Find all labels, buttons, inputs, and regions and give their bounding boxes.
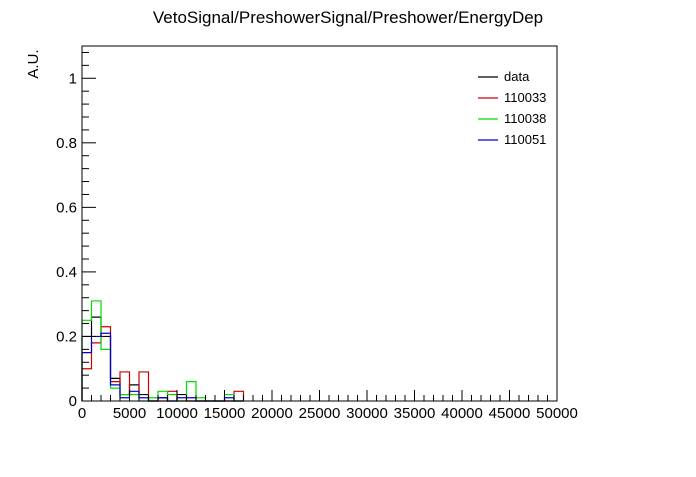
y-axis-label: A.U. [25,49,42,78]
legend-entry: 110051 [504,132,546,147]
legend-entry: data [504,69,530,84]
y-tick-label: 0.6 [56,199,77,216]
x-tick-label: 25000 [299,405,341,422]
x-tick-label: 50000 [536,405,578,422]
x-tick-label: 35000 [394,405,436,422]
x-tick-label: 40000 [441,405,483,422]
legend-entry: 110033 [504,90,546,105]
series-line-1 [81,326,245,402]
chart-title: VetoSignal/PreshowerSignal/Preshower/Ene… [153,8,543,27]
y-axis: 0 0.2 0.4 0.6 0.8 1 [56,51,96,410]
y-tick-label: 0.4 [56,264,77,281]
plot-frame [81,45,558,402]
series-line-0 [81,316,244,402]
x-tick-label: 30000 [346,405,388,422]
legend: data 110033 110038 110051 [478,69,546,147]
legend-entry: 110038 [504,111,546,126]
x-tick-label: 20000 [251,405,293,422]
series-line-2 [81,300,244,402]
x-tick-label: 45000 [489,405,531,422]
y-tick-label: 0 [69,393,77,410]
x-tick-label: 15000 [204,405,246,422]
y-tick-label: 0.8 [56,135,77,152]
x-tick-label: 10000 [156,405,198,422]
x-tick-label: 5000 [113,405,146,422]
series-layer [81,300,245,402]
x-tick-label: 0 [78,405,86,422]
y-tick-label: 0.2 [56,328,77,345]
x-axis: 0 5000 10000 15000 20000 25000 30000 35000 40000… [78,390,578,422]
y-tick-label: 1 [69,70,77,87]
